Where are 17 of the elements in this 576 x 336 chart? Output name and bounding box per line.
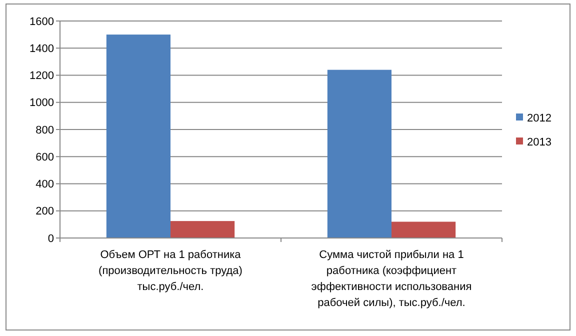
bar xyxy=(327,70,392,238)
bar xyxy=(392,222,456,238)
x-tick-label: Сумма чистой прибыли на 1 работника (коэффициент эффективности использования рабочей силы), тыс.руб./чел. xyxy=(311,249,472,309)
y-tick-label: 400 xyxy=(36,178,54,191)
y-tick-label: 1600 xyxy=(30,16,54,28)
y-tick-label: 1400 xyxy=(30,42,54,55)
y-tick-label: 1200 xyxy=(30,70,54,82)
y-tick-label: 200 xyxy=(36,206,54,218)
bar xyxy=(170,221,235,238)
y-tick-label: 800 xyxy=(36,124,54,136)
y-tick-label: 0 xyxy=(48,232,54,245)
bar xyxy=(106,34,170,238)
x-tick-label: Объем ОРТ на 1 работника (производительность труда) тыс.руб./чел. xyxy=(98,249,242,293)
y-tick-label: 600 xyxy=(36,151,54,164)
y-tick-label: 1000 xyxy=(30,97,54,110)
legend-label: 2012 xyxy=(527,112,552,124)
legend-label: 2013 xyxy=(527,136,552,148)
